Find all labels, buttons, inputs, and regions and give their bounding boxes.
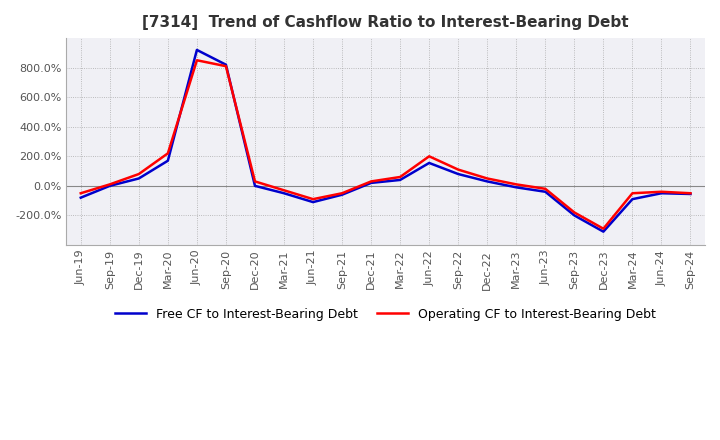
Free CF to Interest-Bearing Debt xyxy=(454,172,462,177)
Operating CF to Interest-Bearing Debt xyxy=(657,189,666,194)
Free CF to Interest-Bearing Debt xyxy=(105,183,114,188)
Free CF to Interest-Bearing Debt xyxy=(192,47,201,52)
Free CF to Interest-Bearing Debt xyxy=(309,199,318,205)
Legend: Free CF to Interest-Bearing Debt, Operating CF to Interest-Bearing Debt: Free CF to Interest-Bearing Debt, Operat… xyxy=(110,303,661,326)
Operating CF to Interest-Bearing Debt xyxy=(309,197,318,202)
Operating CF to Interest-Bearing Debt xyxy=(135,172,143,177)
Free CF to Interest-Bearing Debt xyxy=(135,176,143,181)
Free CF to Interest-Bearing Debt xyxy=(599,229,608,234)
Operating CF to Interest-Bearing Debt xyxy=(512,182,521,187)
Operating CF to Interest-Bearing Debt xyxy=(570,210,579,215)
Operating CF to Interest-Bearing Debt xyxy=(541,186,549,191)
Line: Operating CF to Interest-Bearing Debt: Operating CF to Interest-Bearing Debt xyxy=(81,60,690,229)
Free CF to Interest-Bearing Debt xyxy=(686,191,695,197)
Operating CF to Interest-Bearing Debt xyxy=(192,58,201,63)
Operating CF to Interest-Bearing Debt xyxy=(599,226,608,231)
Operating CF to Interest-Bearing Debt xyxy=(454,167,462,172)
Line: Free CF to Interest-Bearing Debt: Free CF to Interest-Bearing Debt xyxy=(81,50,690,231)
Free CF to Interest-Bearing Debt xyxy=(425,160,433,165)
Operating CF to Interest-Bearing Debt xyxy=(163,151,172,156)
Operating CF to Interest-Bearing Debt xyxy=(483,176,492,181)
Operating CF to Interest-Bearing Debt xyxy=(222,63,230,69)
Title: [7314]  Trend of Cashflow Ratio to Interest-Bearing Debt: [7314] Trend of Cashflow Ratio to Intere… xyxy=(143,15,629,30)
Free CF to Interest-Bearing Debt xyxy=(366,180,375,186)
Free CF to Interest-Bearing Debt xyxy=(163,158,172,163)
Free CF to Interest-Bearing Debt xyxy=(512,185,521,190)
Free CF to Interest-Bearing Debt xyxy=(541,189,549,194)
Free CF to Interest-Bearing Debt xyxy=(222,62,230,67)
Operating CF to Interest-Bearing Debt xyxy=(76,191,85,196)
Operating CF to Interest-Bearing Debt xyxy=(396,174,405,180)
Free CF to Interest-Bearing Debt xyxy=(396,177,405,183)
Operating CF to Interest-Bearing Debt xyxy=(279,187,288,193)
Free CF to Interest-Bearing Debt xyxy=(338,192,346,198)
Free CF to Interest-Bearing Debt xyxy=(76,195,85,200)
Free CF to Interest-Bearing Debt xyxy=(570,213,579,218)
Operating CF to Interest-Bearing Debt xyxy=(366,179,375,184)
Operating CF to Interest-Bearing Debt xyxy=(105,182,114,187)
Operating CF to Interest-Bearing Debt xyxy=(425,154,433,159)
Free CF to Interest-Bearing Debt xyxy=(628,197,636,202)
Operating CF to Interest-Bearing Debt xyxy=(251,179,259,184)
Operating CF to Interest-Bearing Debt xyxy=(628,191,636,196)
Free CF to Interest-Bearing Debt xyxy=(279,191,288,196)
Operating CF to Interest-Bearing Debt xyxy=(686,191,695,196)
Free CF to Interest-Bearing Debt xyxy=(657,191,666,196)
Operating CF to Interest-Bearing Debt xyxy=(338,191,346,196)
Free CF to Interest-Bearing Debt xyxy=(251,183,259,188)
Free CF to Interest-Bearing Debt xyxy=(483,179,492,184)
